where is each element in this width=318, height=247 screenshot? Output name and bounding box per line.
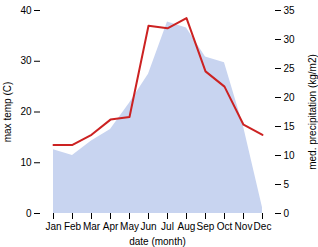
svg-text:0: 0 [284, 208, 290, 219]
svg-text:30: 30 [20, 55, 32, 66]
svg-text:25: 25 [284, 63, 296, 74]
svg-text:35: 35 [284, 5, 296, 16]
svg-text:20: 20 [20, 106, 32, 117]
svg-text:Sep: Sep [197, 221, 215, 232]
svg-text:15: 15 [284, 121, 296, 132]
svg-text:Aug: Aug [178, 221, 196, 232]
svg-text:Nov: Nov [235, 221, 253, 232]
svg-text:Feb: Feb [64, 221, 82, 232]
svg-text:max temp (C): max temp (C) [2, 82, 13, 143]
svg-text:20: 20 [284, 92, 296, 103]
svg-text:Jul: Jul [161, 221, 174, 232]
svg-text:0: 0 [26, 208, 32, 219]
svg-text:Mar: Mar [83, 221, 101, 232]
svg-text:40: 40 [20, 5, 32, 16]
svg-text:May: May [120, 221, 139, 232]
svg-text:med. precipitation (kg/m2): med. precipitation (kg/m2) [307, 54, 318, 170]
svg-text:10: 10 [20, 157, 32, 168]
svg-text:10: 10 [284, 150, 296, 161]
svg-text:Jan: Jan [45, 221, 61, 232]
svg-text:Apr: Apr [103, 221, 119, 232]
svg-text:5: 5 [284, 179, 290, 190]
svg-text:Jun: Jun [140, 221, 156, 232]
svg-text:Dec: Dec [254, 221, 272, 232]
svg-text:date (month): date (month) [129, 236, 186, 247]
svg-text:30: 30 [284, 34, 296, 45]
svg-text:Oct: Oct [217, 221, 233, 232]
